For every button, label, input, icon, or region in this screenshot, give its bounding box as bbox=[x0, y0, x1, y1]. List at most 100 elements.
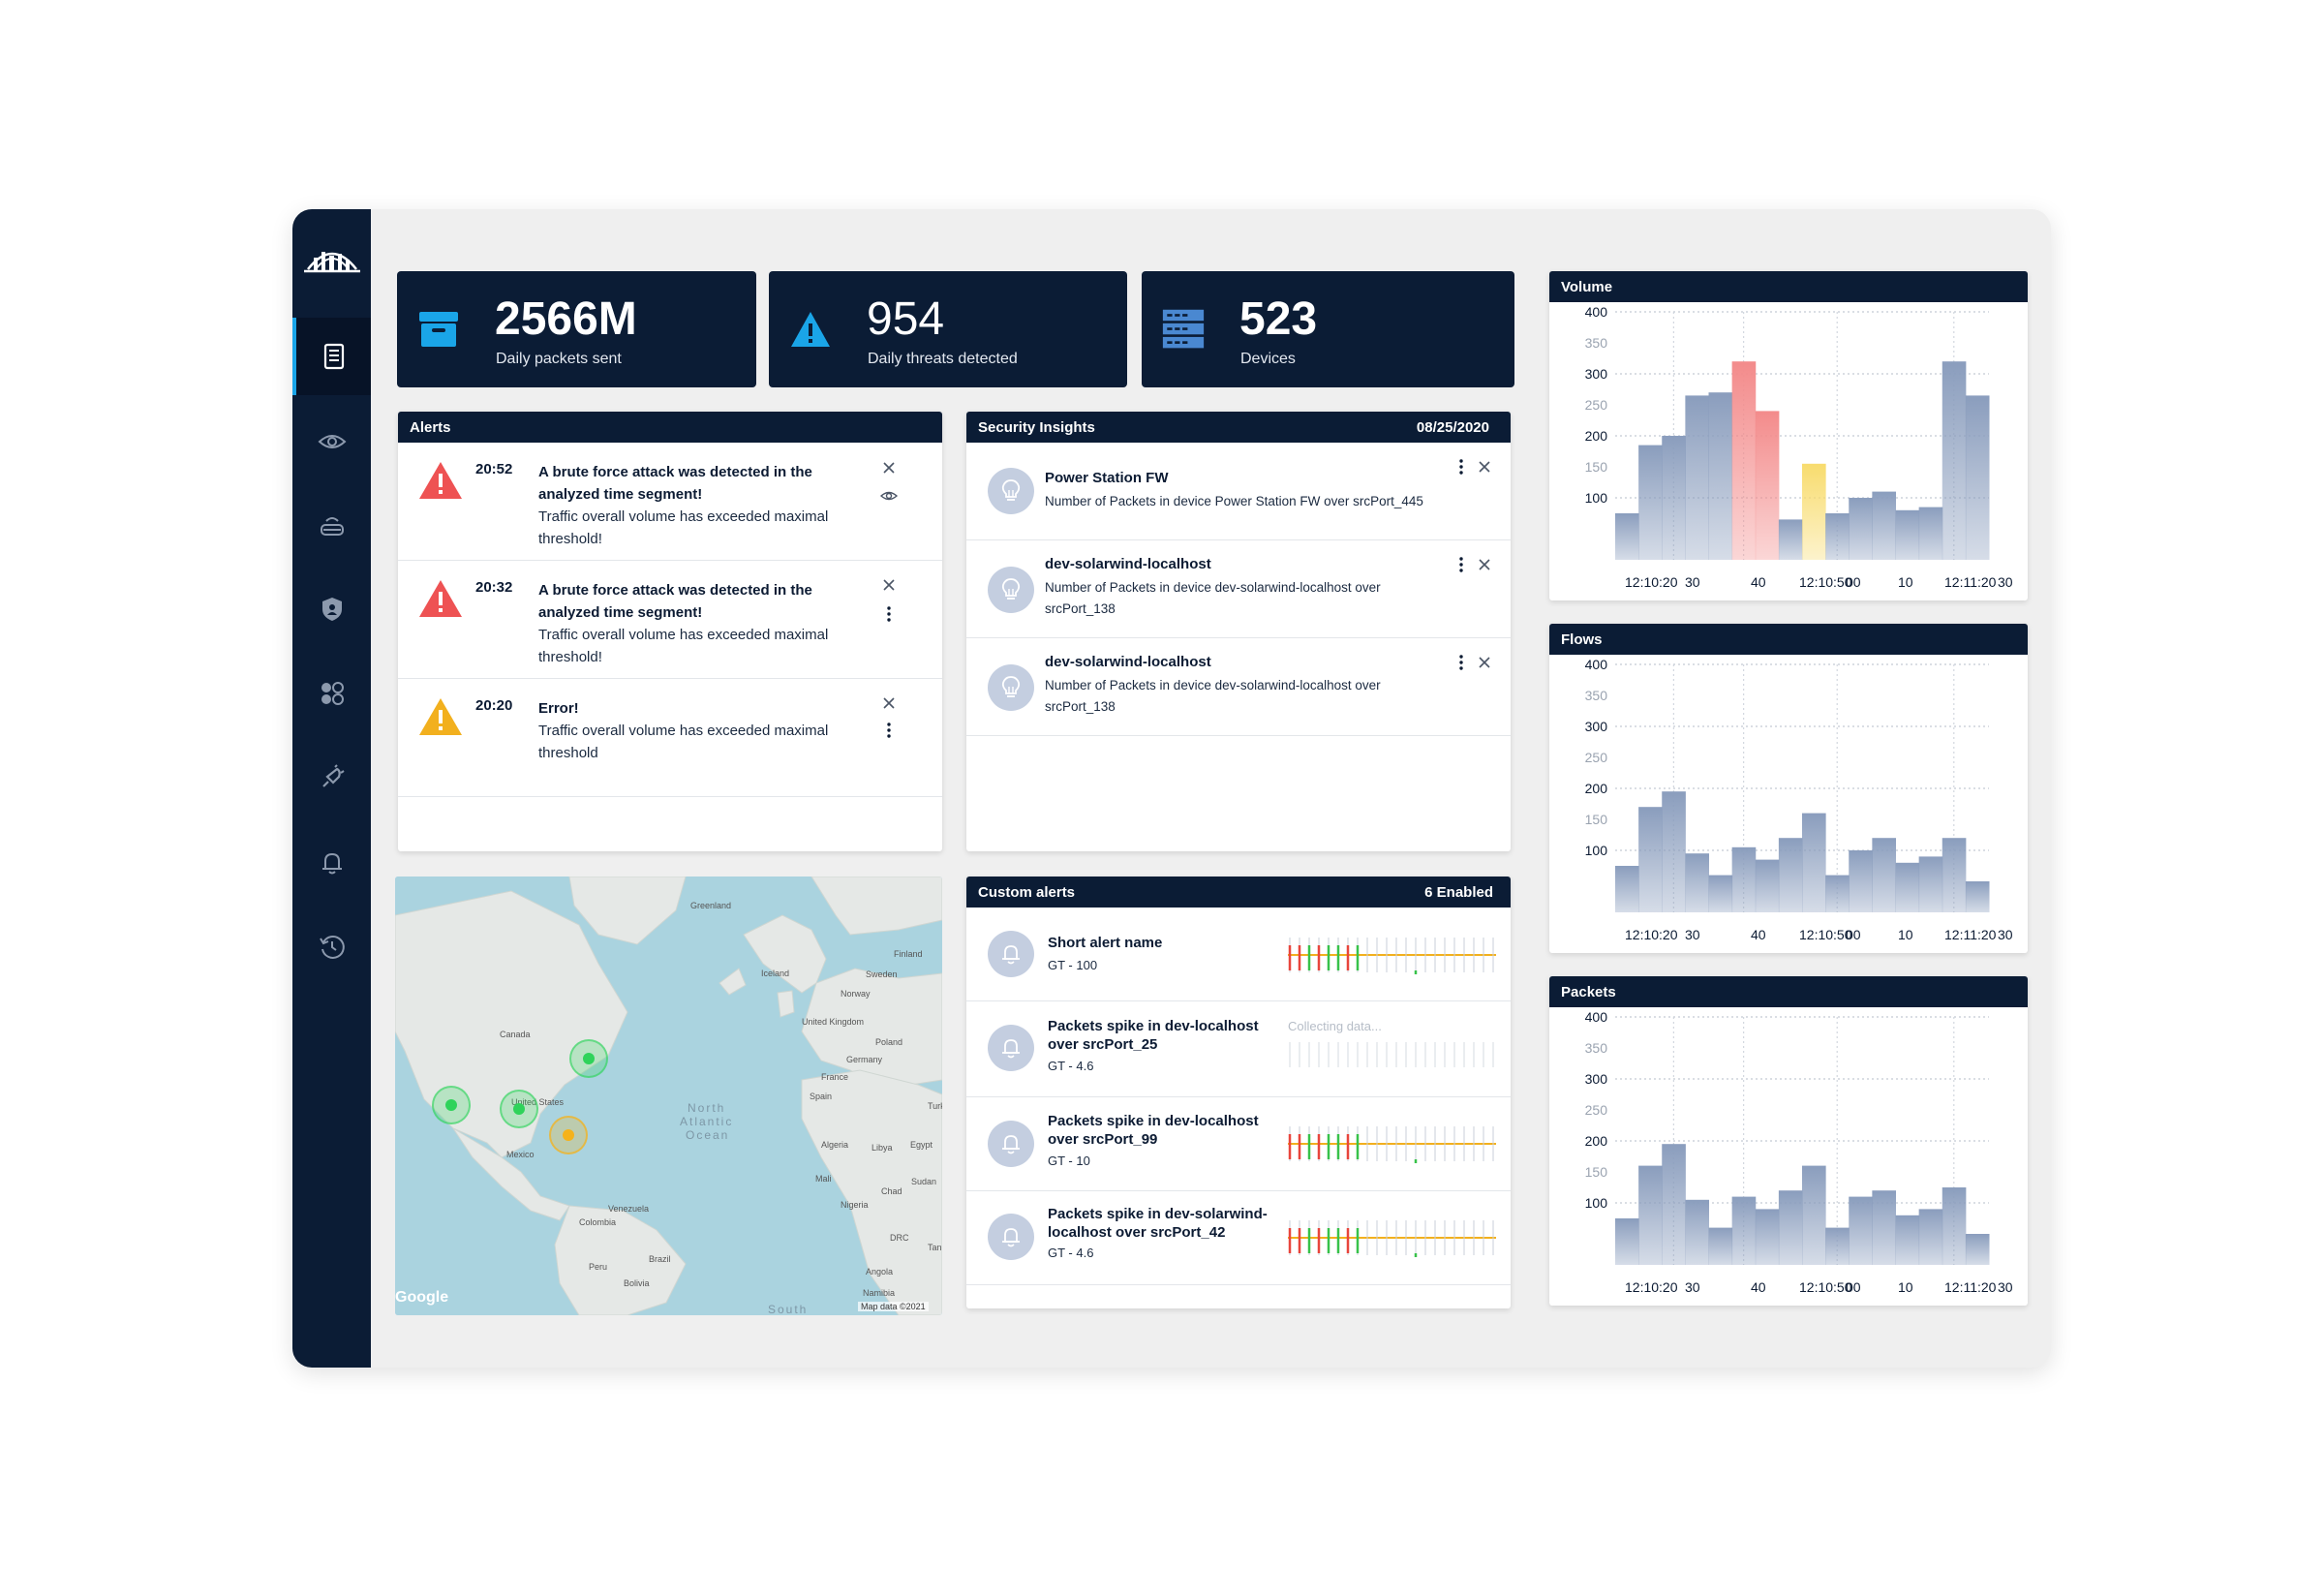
chart-bar[interactable] bbox=[1965, 881, 1990, 912]
nav-dashboard[interactable] bbox=[292, 318, 371, 395]
custom-alert-item[interactable]: Short alert name GT - 100 bbox=[966, 908, 1511, 1001]
chart-bar[interactable] bbox=[1942, 1187, 1967, 1265]
chart-bar[interactable] bbox=[1849, 850, 1873, 912]
chart-bar[interactable] bbox=[1918, 1209, 1943, 1265]
nav-integrations[interactable] bbox=[292, 739, 371, 816]
volume-chart[interactable]: 400 350 300 250 200 150 100 12:10:20 30 40 12:10:5… bbox=[1549, 302, 2028, 600]
chart-bar[interactable] bbox=[1965, 1234, 1990, 1265]
insight-item[interactable]: dev-solarwind-localhost Number of Packet… bbox=[966, 638, 1511, 736]
nav-apps[interactable] bbox=[292, 655, 371, 732]
chart-bar[interactable] bbox=[1942, 838, 1967, 912]
view-button[interactable] bbox=[878, 485, 900, 507]
brand-logo-icon[interactable] bbox=[302, 238, 362, 277]
map-label: Colombia bbox=[579, 1217, 617, 1227]
nav-notifications[interactable] bbox=[292, 824, 371, 902]
chart-bar[interactable] bbox=[1895, 1215, 1920, 1265]
dismiss-button[interactable] bbox=[878, 692, 900, 714]
custom-alert-item[interactable]: Packets spike in dev-localhost over srcP… bbox=[966, 1097, 1511, 1191]
chart-bar[interactable] bbox=[1778, 838, 1803, 912]
world-map[interactable]: Greenland Iceland Finland Sweden Norway … bbox=[395, 877, 942, 1315]
chart-bar[interactable] bbox=[1778, 519, 1803, 560]
chart-bar[interactable] bbox=[1872, 838, 1896, 912]
more-options-button[interactable] bbox=[1451, 554, 1472, 575]
chart-bar[interactable] bbox=[1638, 807, 1663, 912]
chart-bar[interactable] bbox=[1895, 862, 1920, 912]
x-tick-label: 30 bbox=[1685, 927, 1700, 942]
map-attribution[interactable]: Map data ©2021 bbox=[858, 1302, 929, 1311]
dismiss-button[interactable] bbox=[1474, 652, 1495, 673]
chart-bar[interactable] bbox=[1778, 1190, 1803, 1265]
close-icon bbox=[1479, 461, 1490, 473]
map-label: Tan bbox=[928, 1243, 942, 1252]
map-marker-ok[interactable] bbox=[569, 1039, 608, 1078]
chart-bar[interactable] bbox=[1802, 1165, 1826, 1265]
chart-bar[interactable] bbox=[1708, 1227, 1733, 1265]
alert-item[interactable]: 20:52 A brute force attack was detected … bbox=[398, 443, 942, 561]
map-marker-ok[interactable] bbox=[432, 1086, 471, 1124]
chart-bar[interactable] bbox=[1662, 1144, 1686, 1265]
chart-bar[interactable] bbox=[1685, 853, 1709, 912]
nav-security[interactable] bbox=[292, 570, 371, 648]
chart-bar[interactable] bbox=[1825, 513, 1850, 560]
nav-network[interactable] bbox=[292, 487, 371, 565]
chart-bar[interactable] bbox=[1755, 411, 1780, 560]
chart-bar[interactable] bbox=[1802, 463, 1826, 560]
chart-bar[interactable] bbox=[1731, 1196, 1757, 1265]
y-tick-label: 300 bbox=[1585, 1071, 1608, 1087]
chart-bar[interactable] bbox=[1918, 507, 1943, 560]
chart-bar[interactable] bbox=[1615, 866, 1639, 912]
nav-monitor[interactable] bbox=[292, 403, 371, 480]
map-marker-warning[interactable] bbox=[549, 1116, 588, 1154]
dismiss-button[interactable] bbox=[878, 574, 900, 596]
more-options-button[interactable] bbox=[1451, 652, 1472, 673]
chart-bar[interactable] bbox=[1708, 875, 1733, 912]
dismiss-button[interactable] bbox=[1474, 554, 1495, 575]
map-marker-ok[interactable] bbox=[500, 1090, 538, 1128]
insight-item[interactable]: dev-solarwind-localhost Number of Packet… bbox=[966, 540, 1511, 638]
more-options-button[interactable] bbox=[1451, 456, 1472, 477]
chart-bar[interactable] bbox=[1849, 498, 1873, 560]
chart-bar[interactable] bbox=[1685, 1199, 1709, 1265]
alert-item[interactable]: 20:20 Error! Traffic overall volume has … bbox=[398, 679, 942, 797]
chart-bar[interactable] bbox=[1638, 1165, 1663, 1265]
chart-bar[interactable] bbox=[1825, 875, 1850, 912]
y-tick-label: 400 bbox=[1585, 304, 1608, 320]
plug-icon bbox=[321, 764, 345, 787]
dismiss-button[interactable] bbox=[1474, 456, 1495, 477]
nav-history[interactable] bbox=[292, 908, 371, 986]
custom-alert-item[interactable]: Packets spike in dev-solarwind-localhost… bbox=[966, 1191, 1511, 1285]
chart-bar[interactable] bbox=[1825, 1227, 1850, 1265]
chart-bar[interactable] bbox=[1615, 513, 1639, 560]
chart-bar[interactable] bbox=[1685, 395, 1709, 560]
chart-bar[interactable] bbox=[1849, 1196, 1873, 1265]
chart-bar[interactable] bbox=[1802, 813, 1826, 912]
flows-chart[interactable]: 400 350 300 250 200 150 100 12:10:20 30 40 12:10:5… bbox=[1549, 655, 2028, 953]
alert-item[interactable]: 20:32 A brute force attack was detected … bbox=[398, 561, 942, 679]
chart-bar[interactable] bbox=[1662, 436, 1686, 560]
chart-bar[interactable] bbox=[1755, 859, 1780, 912]
chart-bar[interactable] bbox=[1731, 361, 1757, 560]
chart-bar[interactable] bbox=[1872, 1190, 1896, 1265]
chart-bar[interactable] bbox=[1615, 1218, 1639, 1265]
chart-bar[interactable] bbox=[1662, 791, 1686, 912]
map-label: United Kingdom bbox=[802, 1017, 865, 1027]
chart-bar[interactable] bbox=[1918, 856, 1943, 912]
custom-alert-item[interactable]: Packets spike in dev-localhost over srcP… bbox=[966, 1001, 1511, 1097]
chart-bar[interactable] bbox=[1638, 445, 1663, 560]
packets-chart[interactable]: 400 350 300 250 200 150 100 12:10:20 30 40 12:10:5… bbox=[1549, 1007, 2028, 1306]
chart-bar[interactable] bbox=[1708, 392, 1733, 560]
more-options-button[interactable] bbox=[878, 720, 900, 741]
y-tick-label: 350 bbox=[1585, 1040, 1608, 1056]
map-label: Germany bbox=[846, 1055, 883, 1064]
chart-bar[interactable] bbox=[1755, 1209, 1780, 1265]
chart-bar[interactable] bbox=[1895, 509, 1920, 560]
custom-alert-name: Packets spike in dev-localhost over srcP… bbox=[1048, 1113, 1259, 1148]
chart-bar[interactable] bbox=[1965, 395, 1990, 560]
y-tick-label: 200 bbox=[1585, 1133, 1608, 1149]
dismiss-button[interactable] bbox=[878, 457, 900, 478]
chart-bar[interactable] bbox=[1872, 491, 1896, 560]
insight-item[interactable]: Power Station FW Number of Packets in de… bbox=[966, 443, 1511, 540]
chart-bar[interactable] bbox=[1731, 846, 1757, 912]
chart-bar[interactable] bbox=[1942, 361, 1967, 560]
more-options-button[interactable] bbox=[878, 603, 900, 625]
